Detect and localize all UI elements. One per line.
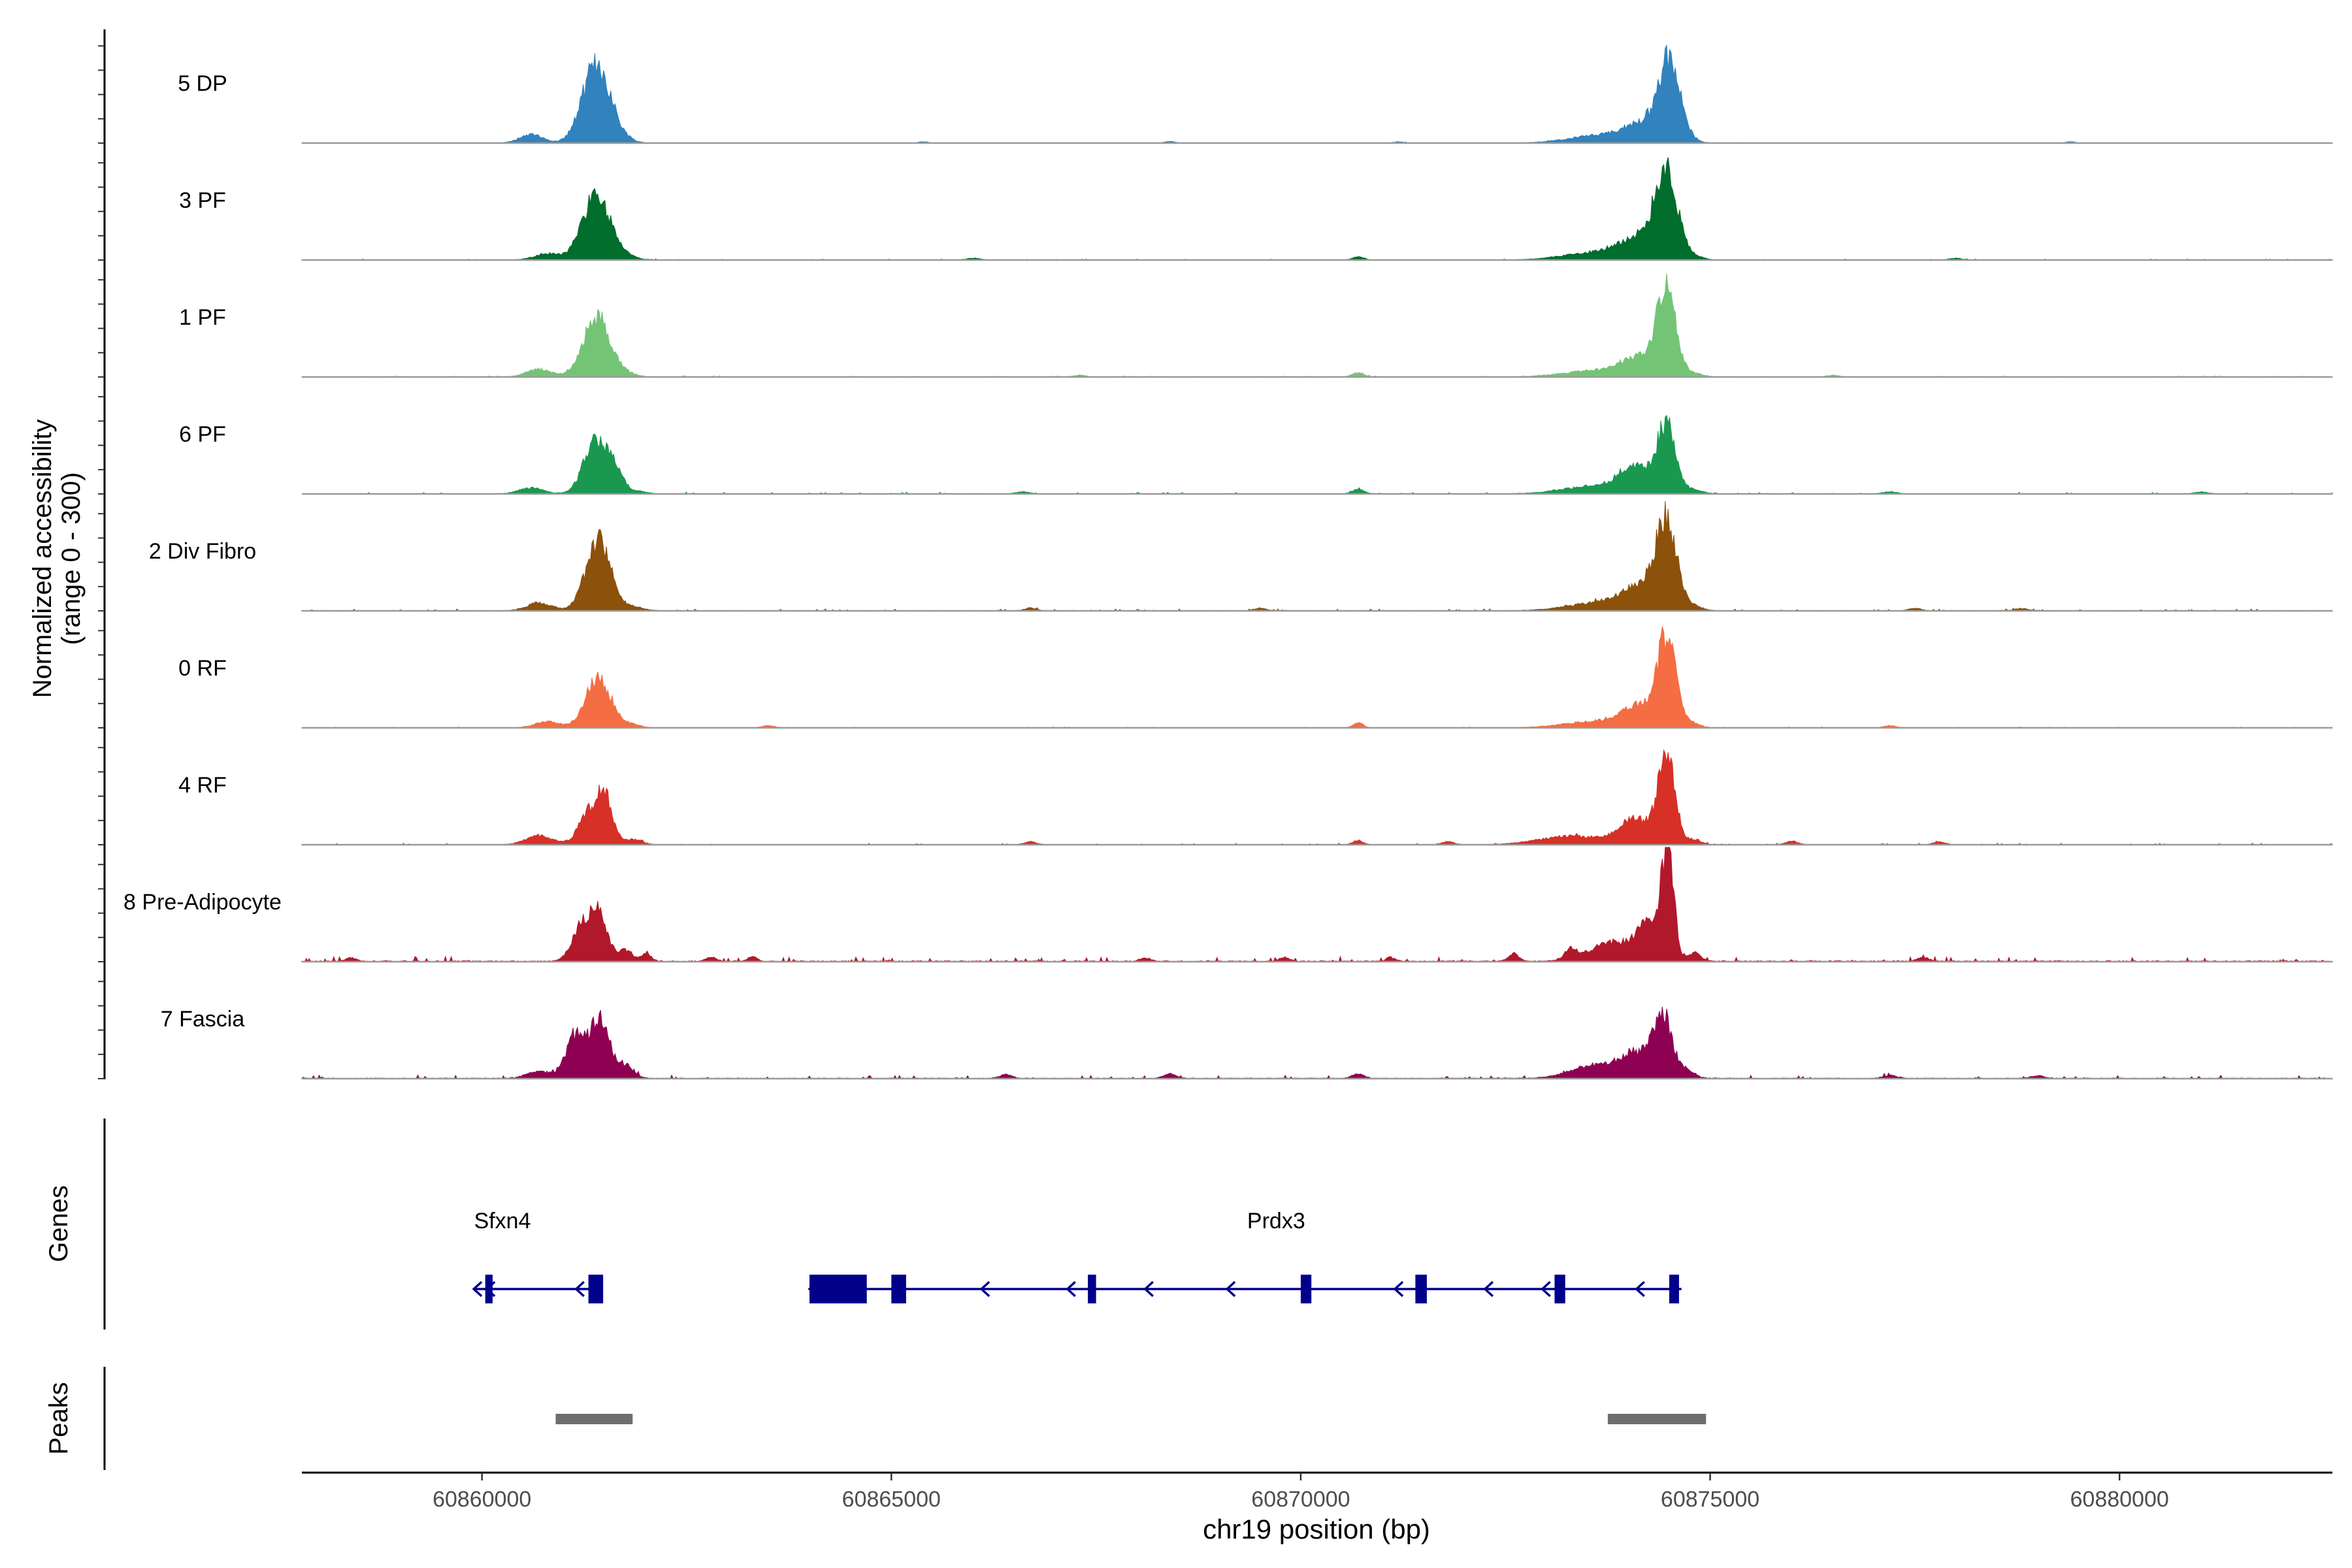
exon-prdx3 (1300, 1275, 1312, 1303)
strand-arrow (1483, 1281, 1494, 1298)
track-label-6: 4 RF (178, 773, 227, 798)
coverage-area-4 (301, 501, 2333, 612)
x-axis-label: chr19 position (bp) (1203, 1514, 1430, 1544)
strand-arrow (472, 1281, 483, 1298)
coverage-area-6 (301, 749, 2334, 845)
x-axis: 60860000 60865000 60870000 60875000 60880000 (302, 1471, 2332, 1512)
exon-prdx3 (809, 1275, 867, 1303)
coverage-area-1 (301, 157, 2333, 261)
gene-label-sfxn4: Sfxn4 (474, 1209, 531, 1233)
strand-arrow (1635, 1281, 1645, 1298)
track-label-7: 8 Pre-Adipocyte (123, 890, 282, 915)
peaks-track (555, 1414, 1707, 1424)
track-label-2: 1 PF (179, 305, 226, 330)
exon-prdx3 (1669, 1275, 1679, 1303)
track-label-5: 0 RF (178, 656, 227, 681)
peak-1 (1607, 1414, 1707, 1424)
exon-sfxn4 (588, 1275, 604, 1303)
strand-arrow (1066, 1281, 1076, 1298)
strand-arrow (1541, 1281, 1551, 1298)
exon-prdx3 (1415, 1275, 1427, 1303)
genes-track: Sfxn4 Prdx3 (472, 1209, 1682, 1303)
track-label-3: 6 PF (179, 422, 226, 447)
y-axis-label-line2: (range 0 - 300) (57, 472, 86, 645)
coverage-area-5 (301, 626, 2333, 728)
strand-arrow (979, 1281, 990, 1298)
coverage-area-2 (301, 273, 2333, 378)
strand-arrow (574, 1281, 585, 1298)
exon-sfxn4 (485, 1275, 493, 1303)
track-labels: 5 DP 3 PF 1 PF 6 PF 2 Div Fibro 0 RF 4 RF 8 Pre… (123, 71, 282, 1032)
track-label-8: 7 Fascia (161, 1007, 245, 1032)
coverage-tracks (301, 44, 2334, 1080)
x-tick-label: 60870000 (1251, 1487, 1350, 1512)
x-tick-label: 60865000 (842, 1487, 941, 1512)
x-tick-label: 60875000 (1661, 1487, 1759, 1512)
y-axis-label-line1: Normalized accessibility (28, 419, 57, 698)
coverage-area-8 (301, 1007, 2333, 1079)
coverage-area-0 (301, 44, 2333, 144)
y-axis (98, 29, 106, 1079)
peaks-track-label: Peaks (44, 1382, 73, 1454)
track-label-0: 5 DP (178, 71, 227, 96)
x-tick-label: 60860000 (433, 1487, 531, 1512)
strand-arrow (1393, 1281, 1404, 1298)
track-label-4: 2 Div Fibro (149, 539, 256, 564)
coverage-area-7 (301, 847, 2333, 962)
strand-arrow (1143, 1281, 1154, 1298)
exon-prdx3 (1088, 1275, 1096, 1303)
strand-arrow (1225, 1281, 1236, 1298)
exon-prdx3 (891, 1275, 906, 1303)
x-tick-label: 60880000 (2070, 1487, 2169, 1512)
genes-track-label: Genes (44, 1185, 73, 1262)
gene-label-prdx3: Prdx3 (1247, 1209, 1305, 1233)
coverage-area-3 (301, 415, 2333, 495)
peak-0 (555, 1414, 633, 1424)
track-label-1: 3 PF (179, 188, 226, 213)
exon-prdx3 (1554, 1275, 1565, 1303)
